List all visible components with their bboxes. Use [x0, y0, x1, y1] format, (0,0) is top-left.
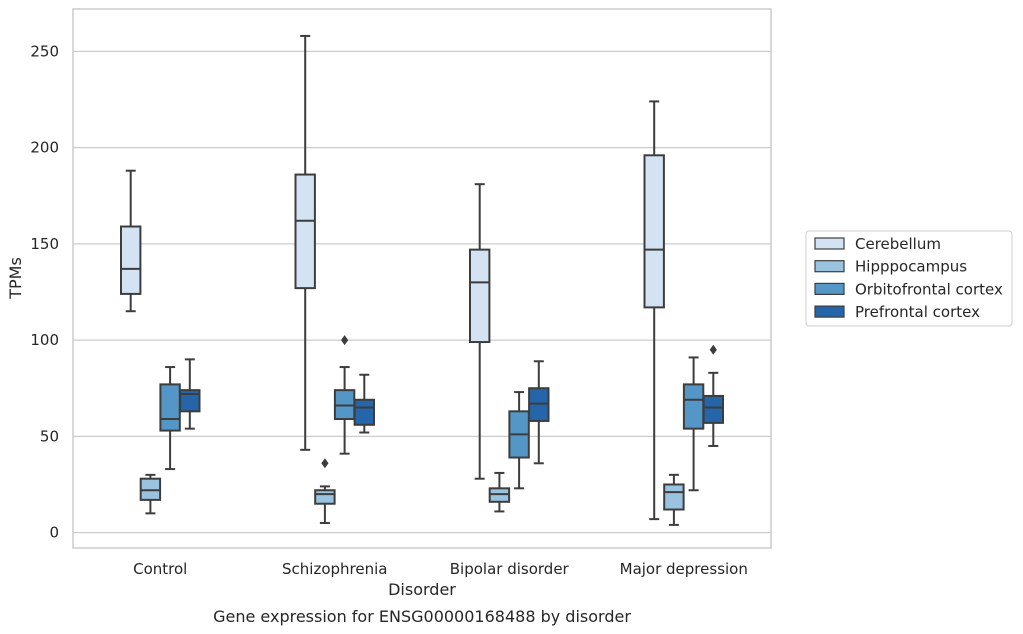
x-tick-label: Major depression [620, 560, 748, 578]
x-tick-label: Schizophrenia [282, 560, 387, 578]
boxplots [120, 34, 724, 526]
iqr-box [159, 383, 181, 432]
y-gridlines [73, 50, 771, 534]
box [663, 473, 685, 526]
iqr-box [643, 154, 665, 309]
legend-swatch [814, 282, 845, 295]
box [294, 34, 316, 451]
y-tick-label: 250 [30, 42, 59, 60]
box [139, 473, 162, 515]
outlier-marker [321, 458, 329, 469]
legend-swatch [814, 260, 845, 273]
legend-swatch [814, 305, 845, 318]
y-tick-label: 150 [30, 235, 59, 253]
iqr-box [314, 489, 336, 505]
iqr-box [469, 248, 491, 344]
iqr-box [179, 389, 201, 413]
y-tick-label: 50 [40, 427, 59, 445]
box [488, 471, 511, 513]
y-tick-label: 0 [49, 524, 59, 542]
legend-label: Orbitofrontal cortex [855, 280, 1003, 298]
x-axis-label: Disorder [388, 580, 456, 599]
iqr-box [663, 483, 685, 511]
iqr-box [682, 383, 705, 430]
box [353, 373, 376, 434]
plot-background [73, 9, 771, 548]
x-tick-labels: Control Schizophrenia Bipolar disorder Majo… [133, 560, 748, 578]
iqr-box [294, 173, 316, 290]
legend: Cerebellum Hipppocampus Orbitofrontal cort… [805, 230, 1013, 327]
box [528, 360, 550, 465]
legend-label: Cerebellum [855, 235, 941, 253]
outlier-marker [341, 335, 349, 346]
y-axis-label: TPMs [6, 257, 25, 300]
plot-frame [72, 8, 772, 549]
legend-label: Prefrontal cortex [855, 303, 980, 321]
box [508, 391, 530, 490]
legend-swatch [814, 237, 845, 250]
box [333, 335, 356, 455]
iqr-box [120, 225, 142, 295]
legend-frame [805, 230, 1013, 327]
box [643, 100, 665, 521]
x-tick-label: Control [133, 560, 187, 578]
box [120, 169, 142, 313]
outlier-marker [709, 344, 717, 355]
legend-label: Hipppocampus [855, 258, 967, 276]
box [702, 344, 724, 447]
iqr-box [702, 394, 724, 424]
box [682, 356, 705, 492]
x-tick-label: Bipolar disorder [450, 560, 570, 578]
y-tick-label: 200 [30, 139, 59, 157]
box [469, 183, 491, 480]
y-tick-label: 100 [30, 331, 59, 349]
chart-caption: Gene expression for ENSG00000168488 by d… [213, 607, 631, 626]
iqr-box [353, 398, 376, 426]
box [179, 358, 201, 430]
y-tick-labels: 0 50 100 150 200 250 [30, 42, 59, 541]
box [314, 458, 336, 524]
